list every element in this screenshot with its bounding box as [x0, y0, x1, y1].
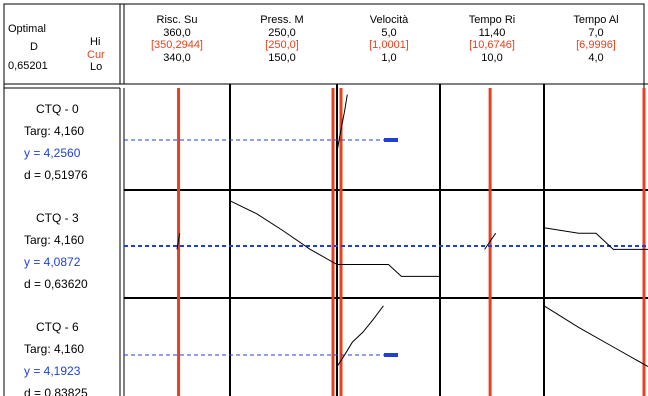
cur-label: Cur	[87, 49, 105, 61]
response-name-1: CTQ - 3	[36, 211, 79, 225]
response-targ-0: Targ: 4,160	[24, 124, 85, 138]
factor-cur-4: [6,9996]	[576, 39, 616, 51]
response-name-2: CTQ - 6	[36, 320, 79, 334]
lo-label: Lo	[90, 61, 103, 73]
d-value: 0,65201	[8, 60, 48, 72]
factor-name-2: Velocità	[369, 14, 409, 26]
profile-curve-r1-c4	[543, 227, 648, 250]
response-marker-2	[384, 353, 398, 357]
profile-curve-r2-c4	[543, 305, 648, 368]
factor-cur-0: [350,2944]	[151, 39, 203, 51]
factor-hi-3: 11,40	[478, 27, 506, 39]
profile-curve-r1-c3	[484, 232, 497, 250]
factor-name-0: Risc. Su	[156, 14, 198, 26]
factor-name-3: Tempo Ri	[468, 14, 516, 26]
response-targ-1: Targ: 4,160	[24, 233, 85, 247]
optimal-title: Optimal	[8, 23, 46, 35]
factor-hi-0: 360,0	[163, 27, 191, 39]
response-name-0: CTQ - 0	[36, 102, 79, 116]
response-y-2: y = 4,1923	[24, 364, 81, 378]
factor-hi-4: 7,0	[588, 27, 604, 39]
factor-lo-1: 150,0	[268, 52, 296, 64]
response-targ-2: Targ: 4,160	[24, 342, 85, 356]
response-y-0: y = 4,2560	[24, 146, 81, 160]
factor-lo-0: 340,0	[163, 52, 191, 64]
factor-cur-3: [10,6746]	[469, 39, 515, 51]
profile-curve-r0-c2	[336, 94, 348, 152]
response-d-0: d = 0,51976	[24, 168, 88, 182]
response-marker-0	[384, 138, 398, 142]
response-y-1: y = 4,0872	[24, 255, 81, 269]
factor-hi-2: 5,0	[381, 27, 397, 39]
factor-lo-4: 4,0	[588, 52, 604, 64]
hi-label: Hi	[90, 36, 101, 48]
profile-curve-r1-c0	[176, 233, 181, 250]
response-d-1: d = 0,63620	[24, 277, 88, 291]
factor-name-4: Tempo Al	[573, 14, 619, 26]
profile-curve-r2-c2	[336, 305, 384, 367]
profile-curve-r1-c1	[229, 200, 338, 265]
response-d-2: d = 0,83825	[24, 386, 88, 396]
factor-lo-3: 10,0	[481, 52, 503, 64]
profile-curve-r1-c2	[337, 264, 440, 277]
factor-name-1: Press. M	[260, 14, 304, 26]
factor-lo-2: 1,0	[381, 52, 397, 64]
factor-hi-1: 250,0	[268, 27, 296, 39]
factor-cur-1: [250,0]	[265, 39, 299, 51]
factor-cur-2: [1,0001]	[369, 39, 409, 51]
d-label: D	[30, 41, 38, 53]
